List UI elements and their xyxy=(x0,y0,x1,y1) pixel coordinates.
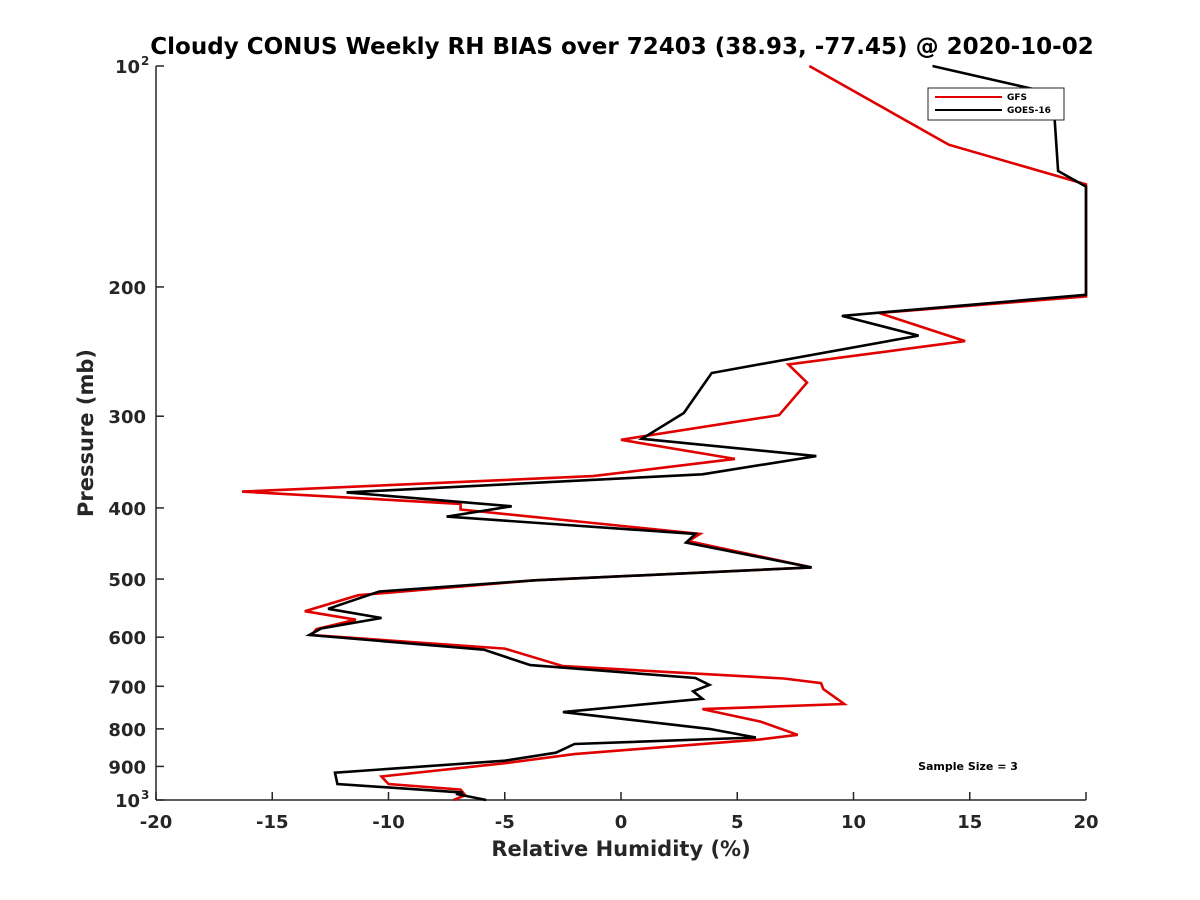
chart-title: Cloudy CONUS Weekly RH BIAS over 72403 (… xyxy=(150,34,1093,60)
legend-label-gfs: GFS xyxy=(1007,93,1027,103)
y-tick-label: 400 xyxy=(108,499,146,520)
x-tick-label: -20 xyxy=(140,812,173,833)
sample-size-annotation: Sample Size = 3 xyxy=(918,760,1018,773)
series-line-goes16 xyxy=(305,64,1088,802)
legend-label-goes16: GOES-16 xyxy=(1007,106,1051,116)
x-tick-label: 0 xyxy=(615,812,628,833)
y-tick-label: 900 xyxy=(108,757,146,778)
y-tick-label: 10 xyxy=(115,57,140,78)
y-tick-exponent: 3 xyxy=(141,788,149,802)
y-tick-label: 600 xyxy=(108,628,146,649)
y-tick-label: 500 xyxy=(108,570,146,591)
x-axis-label: Relative Humidity (%) xyxy=(491,837,750,861)
y-tick-label: 200 xyxy=(108,278,146,299)
x-tick-label: 5 xyxy=(731,812,744,833)
x-axis-ticks: -20 -15 -10 -5 0 5 10 15 20 xyxy=(140,792,1099,833)
y-tick-label: 300 xyxy=(108,407,146,428)
x-tick-label: 10 xyxy=(841,812,866,833)
x-tick-label: 20 xyxy=(1073,812,1098,833)
y-tick-exponent: 2 xyxy=(141,54,149,68)
x-tick-label: -5 xyxy=(495,812,515,833)
y-axis-label: Pressure (mb) xyxy=(74,349,98,517)
y-tick-label: 700 xyxy=(108,677,146,698)
x-tick-label: 15 xyxy=(957,812,982,833)
x-tick-label: -15 xyxy=(256,812,289,833)
legend: GFS GOES-16 xyxy=(927,87,1065,121)
series-line-gfs xyxy=(241,64,1088,802)
y-tick-label: 800 xyxy=(108,720,146,741)
series-layer xyxy=(241,64,1088,802)
legend-box xyxy=(927,87,1065,121)
y-tick-label: 10 xyxy=(115,791,140,812)
plot-area xyxy=(155,66,1086,801)
x-tick-label: -10 xyxy=(372,812,405,833)
